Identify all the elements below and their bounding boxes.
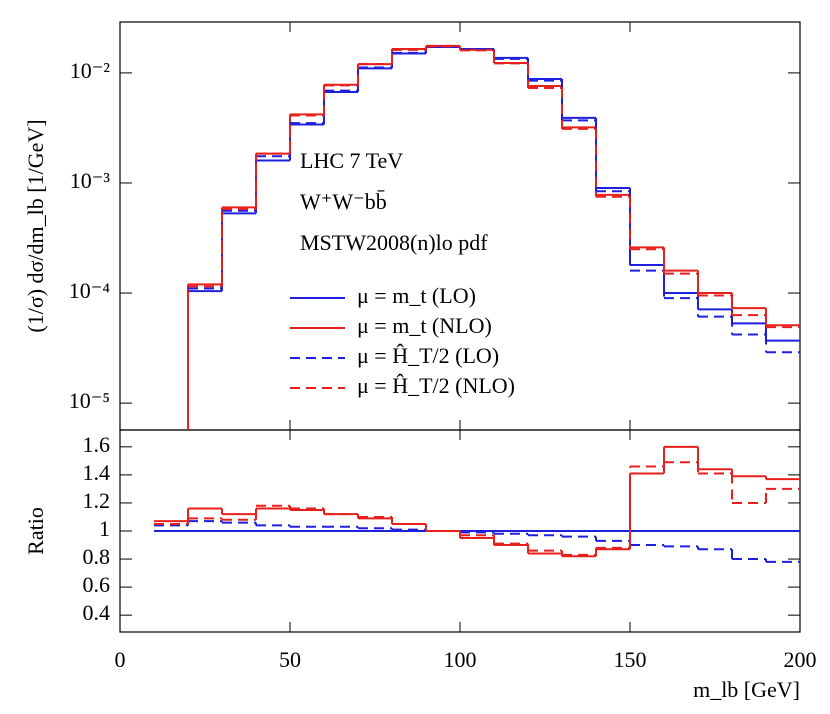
x-tick-label: 100 (444, 647, 477, 672)
legend-label: μ = m_t (NLO) (357, 313, 492, 338)
y-axis-label: (1/σ) dσ/dm_lb [1/GeV] (23, 119, 48, 332)
y-tick-label: 10⁻⁴ (69, 278, 111, 303)
x-tick-label: 50 (279, 647, 301, 672)
y-tick-label: 1 (99, 516, 110, 541)
y-tick-label: 10⁻⁵ (69, 388, 110, 413)
y-tick-label: 10⁻³ (70, 168, 111, 193)
legend-label: μ = Ĥ_T/2 (LO) (357, 343, 499, 368)
y-tick-label: 0.6 (83, 572, 111, 597)
y-tick-label: 0.4 (83, 600, 111, 625)
x-tick-label: 0 (115, 647, 126, 672)
y-axis-label: Ratio (23, 507, 48, 555)
x-tick-label: 200 (784, 647, 817, 672)
y-tick-label: 10⁻² (70, 58, 111, 83)
y-tick-label: 1.6 (83, 432, 111, 457)
y-tick-label: 1.4 (83, 460, 111, 485)
legend-label: μ = Ĥ_T/2 (NLO) (357, 373, 515, 398)
annotation: W⁺W⁻bb̄ (300, 189, 387, 214)
y-tick-label: 1.2 (83, 488, 111, 513)
annotation: LHC 7 TeV (300, 148, 403, 173)
annotation: MSTW2008(n)lo pdf (300, 230, 488, 255)
x-tick-label: 150 (614, 647, 647, 672)
x-axis-label: m_lb [GeV] (693, 677, 800, 702)
legend-label: μ = m_t (LO) (357, 283, 476, 308)
y-tick-label: 0.8 (83, 544, 111, 569)
